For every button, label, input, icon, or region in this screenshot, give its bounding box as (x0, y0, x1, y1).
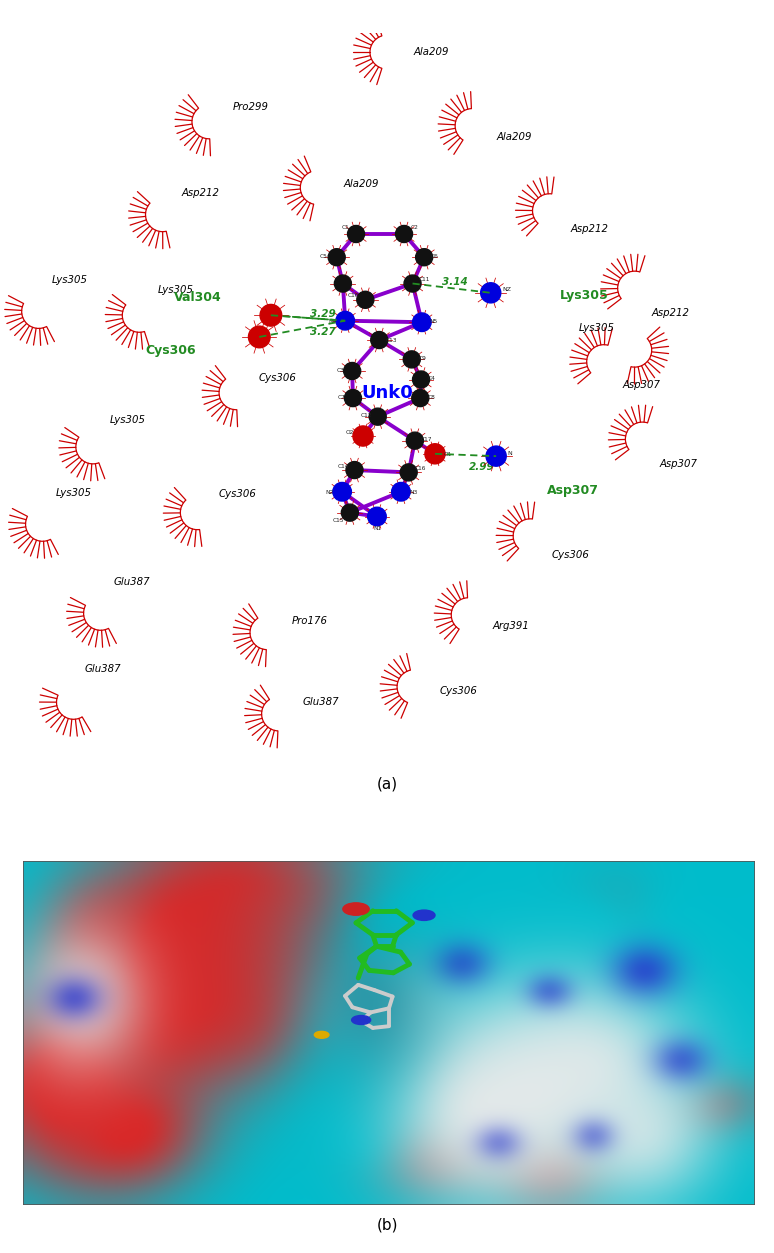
Circle shape (353, 426, 373, 446)
Circle shape (351, 1015, 371, 1025)
Circle shape (346, 461, 363, 479)
Text: Ala209: Ala209 (497, 132, 533, 142)
Circle shape (413, 910, 435, 921)
Text: Pro299: Pro299 (232, 101, 269, 112)
Text: C5: C5 (320, 254, 327, 259)
Text: N4: N4 (329, 320, 337, 325)
Text: Pro176: Pro176 (292, 616, 327, 626)
Text: C8: C8 (428, 395, 436, 400)
Text: 3.29: 3.29 (310, 308, 335, 318)
Circle shape (248, 326, 270, 348)
Text: Asp307: Asp307 (659, 460, 697, 470)
Circle shape (341, 504, 358, 521)
Text: Lys305: Lys305 (560, 289, 608, 302)
Text: C2: C2 (411, 226, 419, 231)
Circle shape (260, 304, 282, 326)
Circle shape (371, 332, 388, 348)
Text: Cys306: Cys306 (145, 343, 196, 357)
Text: Glu387: Glu387 (303, 698, 340, 708)
Text: Arg391: Arg391 (492, 621, 529, 632)
Text: 3.14: 3.14 (442, 277, 468, 287)
Text: Unk0: Unk0 (361, 383, 413, 402)
Circle shape (416, 248, 433, 266)
Circle shape (314, 1031, 329, 1039)
Text: Cys306: Cys306 (218, 489, 256, 499)
Circle shape (348, 226, 365, 243)
Text: Asp212: Asp212 (652, 308, 690, 318)
Circle shape (333, 482, 351, 501)
Text: C16: C16 (415, 466, 426, 471)
Text: Asp307: Asp307 (546, 485, 599, 497)
Text: C9: C9 (419, 356, 426, 361)
Circle shape (403, 351, 420, 368)
Circle shape (368, 507, 386, 526)
Text: C12: C12 (361, 413, 372, 419)
Text: C16: C16 (348, 293, 359, 298)
Text: C1: C1 (342, 226, 350, 231)
Text: Lys305: Lys305 (578, 323, 615, 333)
Circle shape (412, 390, 429, 406)
Text: Ala209: Ala209 (413, 48, 449, 58)
Text: C6: C6 (431, 254, 439, 259)
Circle shape (392, 482, 410, 501)
Text: N5: N5 (430, 320, 437, 325)
Text: C13: C13 (386, 338, 397, 343)
Circle shape (396, 226, 413, 243)
Text: NZ: NZ (502, 287, 512, 292)
Circle shape (486, 446, 506, 466)
Circle shape (334, 274, 351, 292)
Circle shape (336, 312, 354, 330)
Text: (a): (a) (376, 776, 398, 791)
Text: N2: N2 (326, 490, 334, 495)
Text: O1: O1 (444, 452, 451, 457)
Text: C11: C11 (419, 277, 430, 282)
Text: Lys305: Lys305 (157, 284, 194, 294)
Text: Ala209: Ala209 (344, 179, 379, 189)
Text: Val304: Val304 (173, 291, 221, 304)
Text: 3.27: 3.27 (310, 327, 335, 337)
Circle shape (400, 464, 417, 481)
Text: N: N (508, 451, 512, 456)
Text: C4: C4 (428, 376, 436, 381)
Text: Asp212: Asp212 (182, 188, 220, 198)
Circle shape (344, 362, 361, 380)
Text: C3: C3 (337, 367, 344, 372)
Circle shape (357, 291, 374, 308)
Text: Asp307: Asp307 (622, 380, 660, 390)
Text: Asp212: Asp212 (570, 224, 608, 234)
Circle shape (413, 371, 430, 388)
Text: Glu387: Glu387 (114, 578, 150, 588)
Circle shape (481, 283, 501, 303)
Text: Glu387: Glu387 (84, 664, 122, 674)
Text: C14: C14 (337, 464, 348, 469)
Circle shape (413, 313, 431, 332)
Text: O2: O2 (346, 431, 354, 435)
Text: C15: C15 (333, 517, 344, 523)
Text: N1: N1 (373, 525, 381, 530)
Text: Cys306: Cys306 (259, 372, 296, 382)
Circle shape (406, 432, 423, 449)
Circle shape (425, 444, 445, 464)
Text: C7: C7 (337, 395, 345, 400)
Circle shape (328, 248, 345, 266)
Text: Lys305: Lys305 (52, 276, 88, 286)
Text: Cys306: Cys306 (551, 550, 589, 560)
Text: 2.99: 2.99 (469, 462, 495, 472)
Circle shape (343, 903, 369, 915)
Circle shape (404, 274, 421, 292)
Text: (b): (b) (376, 1218, 398, 1233)
Circle shape (344, 390, 361, 406)
Text: Lys305: Lys305 (110, 415, 146, 425)
Text: Cys306: Cys306 (439, 685, 477, 695)
Text: N3: N3 (409, 490, 417, 495)
Circle shape (369, 408, 386, 425)
Text: C17: C17 (421, 437, 432, 442)
Text: Lys305: Lys305 (56, 489, 92, 497)
